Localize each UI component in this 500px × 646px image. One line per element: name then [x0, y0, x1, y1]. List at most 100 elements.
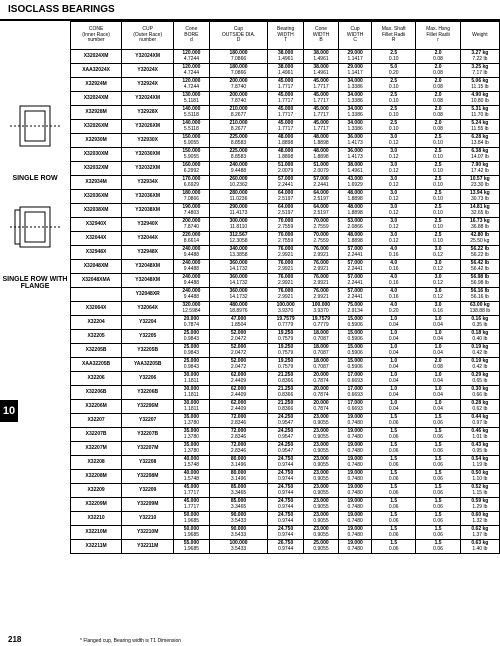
page-number: 218 — [8, 635, 21, 644]
table-cell: X32206B — [71, 386, 122, 400]
table-cell: 57.0002.2441 — [339, 288, 372, 302]
table-cell: 16.73 kg36.88 lb — [460, 218, 499, 232]
table-cell: 200.0007.8740 — [209, 92, 268, 106]
table-cell: 0.52 kg1.15 lb — [460, 484, 499, 498]
table-cell: 2.00.08 — [416, 50, 460, 64]
table-cell: 15.0000.5906 — [339, 344, 372, 358]
table-row: XAA32205BYAA32205B25.0000.984352.0002.04… — [71, 358, 500, 372]
table-cell: 5.31 kg11.70 lb — [460, 106, 499, 120]
table-cell: Y32209M — [122, 498, 174, 512]
table-cell: 64.0002.5197 — [268, 204, 303, 218]
table-cell: 1.50.06 — [372, 442, 416, 456]
table-cell: X32205 — [71, 330, 122, 344]
table-cell: 240.0009.4488 — [174, 246, 209, 260]
table-cell: 3.00.12 — [416, 260, 460, 274]
table-cell: 3.00.16 — [416, 302, 460, 316]
table-cell: 85.0003.3465 — [209, 484, 268, 498]
table-cell: 48.0001.8898 — [303, 134, 338, 148]
table-cell: 3.00.12 — [416, 246, 460, 260]
table-cell: 72.0002.8346 — [209, 428, 268, 442]
table-cell: 5.00.20 — [372, 64, 416, 78]
table-row: X32207BY32207B35.0001.378072.0002.834624… — [71, 428, 500, 442]
table-cell: Y32205B — [122, 344, 174, 358]
table-cell: 29.0001.1417 — [339, 64, 372, 78]
table-cell: 76.0002.9921 — [303, 260, 338, 274]
col-header: CONE(Inner Race)number — [71, 22, 122, 50]
table-cell: 0.63 kg1.40 lb — [460, 540, 499, 554]
table-cell: 80.0003.1496 — [209, 456, 268, 470]
table-cell: 25.0000.9843 — [174, 358, 209, 372]
table-cell: X32048XMA — [71, 274, 122, 288]
table-cell: 53.0002.0866 — [339, 218, 372, 232]
bearing-flange-icon — [10, 202, 60, 252]
diagram-column: SINGLE ROW SINGLE ROW WITH FLANGE — [0, 21, 70, 645]
table-row: X32206BY32206B30.0001.181162.0002.440921… — [71, 386, 500, 400]
table-cell: 76.0002.9921 — [303, 274, 338, 288]
table-cell: 90.0003.5433 — [209, 526, 268, 540]
table-cell: 300.00011.8110 — [209, 218, 268, 232]
table-cell: 0.18 kg0.40 lb — [460, 330, 499, 344]
table-cell: 24.7500.9744 — [268, 526, 303, 540]
table-cell: 47.0001.8504 — [209, 316, 268, 330]
table-cell: 30.0001.1811 — [174, 372, 209, 386]
table-cell: 56.22 lb56.22 lb — [460, 246, 499, 260]
table-cell: 45.0001.7717 — [303, 78, 338, 92]
table-cell: 120.0004.7244 — [174, 78, 209, 92]
table-cell: 1.50.06 — [416, 526, 460, 540]
table-cell: 240.0009.4488 — [174, 274, 209, 288]
table-cell: 25.0000.9843 — [174, 344, 209, 358]
table-cell: 240.0009.4488 — [209, 162, 268, 176]
table-cell: 0.60 kg1.32 lb — [460, 512, 499, 526]
table-cell: X32210 — [71, 512, 122, 526]
table-cell: 19.2500.7579 — [268, 344, 303, 358]
bearing-single-icon — [10, 101, 60, 151]
table-cell: 170.0006.6929 — [174, 176, 209, 190]
table-cell: 34.0001.3386 — [339, 120, 372, 134]
table-cell: 280.00011.0236 — [209, 190, 268, 204]
table-cell: Y32208M — [122, 470, 174, 484]
table-cell: Y32026XM — [122, 120, 174, 134]
table-cell: X32208M — [71, 470, 122, 484]
table-cell: 2.50.10 — [372, 120, 416, 134]
table-cell: 25.0000.9843 — [174, 330, 209, 344]
table-cell: 2.50.10 — [416, 176, 460, 190]
table-cell: 23.0000.9055 — [303, 512, 338, 526]
table-cell: 1.50.06 — [372, 484, 416, 498]
table-cell: 45.0001.7717 — [174, 498, 209, 512]
table-cell: 23.0000.9055 — [303, 470, 338, 484]
table-cell: 25.0000.9055 — [303, 540, 338, 554]
col-header: Weight — [460, 22, 499, 50]
table-cell: X32209M — [71, 498, 122, 512]
table-cell: Y32048XM — [122, 274, 174, 288]
table-cell: 0.16 kg0.35 lb — [460, 316, 499, 330]
table-cell: 19.0000.7480 — [339, 484, 372, 498]
table-cell: 1.50.06 — [416, 484, 460, 498]
table-cell: 1.00.04 — [416, 316, 460, 330]
table-cell: 140.0005.5118 — [174, 120, 209, 134]
table-cell: 55.0001.9685 — [174, 540, 209, 554]
table-cell: 2.50.10 — [416, 204, 460, 218]
table-cell: 24.2500.9547 — [268, 442, 303, 456]
table-cell: 1.00.04 — [416, 400, 460, 414]
table-cell: 100.0003.5433 — [209, 540, 268, 554]
table-cell: 0.29 kg0.65 lb — [460, 372, 499, 386]
table-cell: 40.0001.5748 — [174, 456, 209, 470]
table-cell: X32928M — [71, 106, 122, 120]
table-cell: 1.50.06 — [416, 512, 460, 526]
table-cell: 3.00.12 — [372, 190, 416, 204]
table-row: X32024XMY32024XM130.0005.1181200.0007.87… — [71, 92, 500, 106]
table-cell: 62.0002.4409 — [209, 372, 268, 386]
table-cell: 23.0000.9055 — [303, 456, 338, 470]
table-row: X32207Y3220735.0001.378072.0002.834624.2… — [71, 414, 500, 428]
col-header: BearingWIDTHT — [268, 22, 303, 50]
table-cell: 45.0001.7717 — [303, 106, 338, 120]
table-cell: X32024XM — [71, 92, 122, 106]
table-cell: 62.0002.4409 — [209, 400, 268, 414]
table-cell: 23.0000.9055 — [303, 526, 338, 540]
table-cell: 7.90 kg17.42 lb — [460, 162, 499, 176]
table-cell: Y32207B — [122, 428, 174, 442]
table-cell: 10.57 kg23.30 lb — [460, 176, 499, 190]
table-cell: 340.00013.3858 — [209, 246, 268, 260]
table-cell: 1.50.06 — [416, 498, 460, 512]
table-cell: Y32206M — [122, 400, 174, 414]
